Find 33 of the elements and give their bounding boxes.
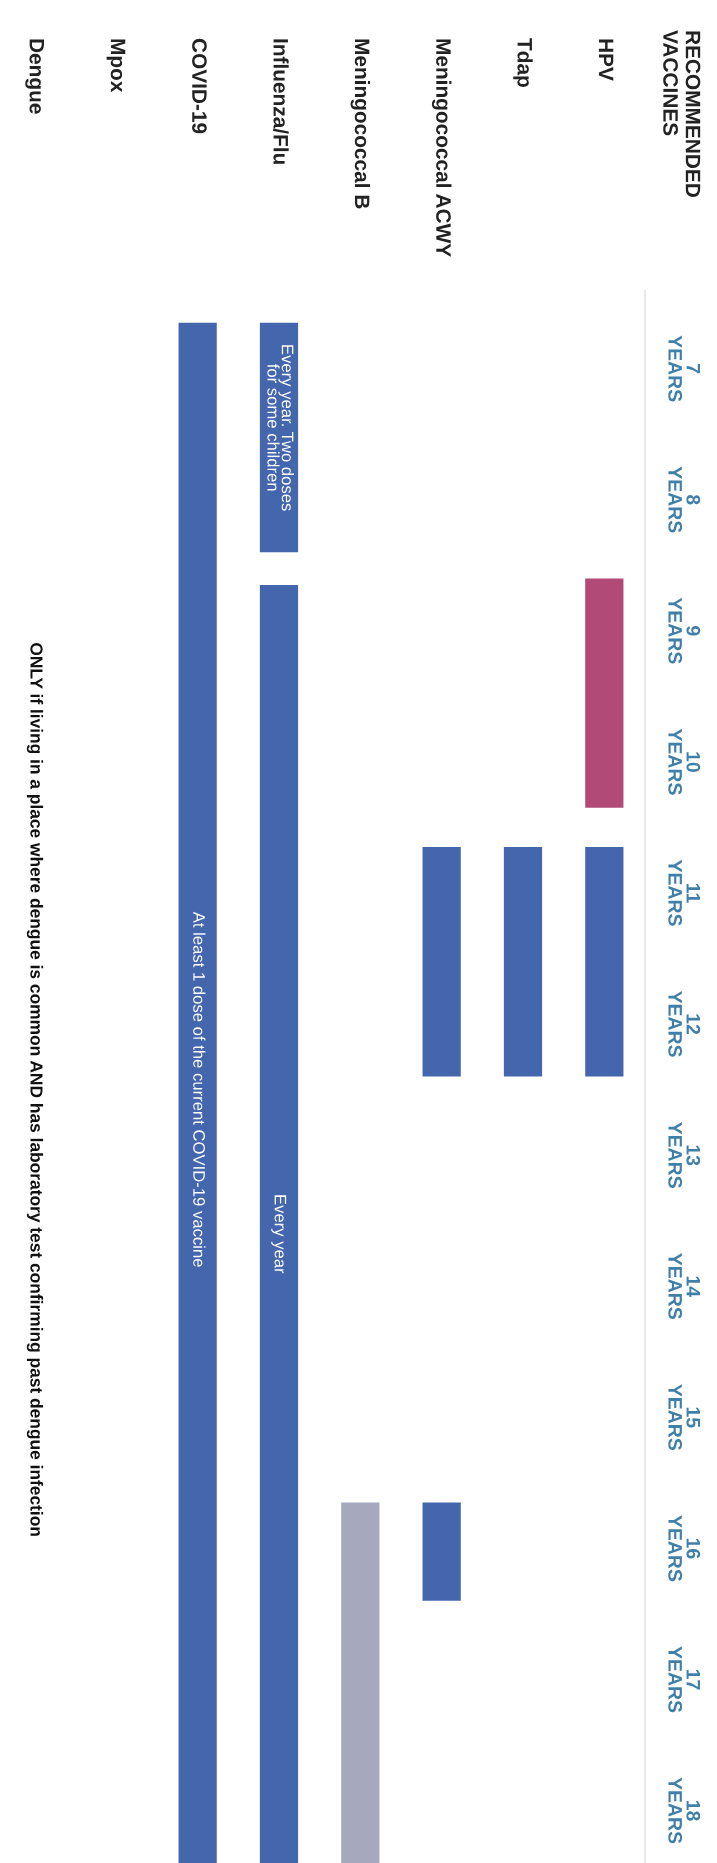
y-tick-label: 16 YEARS bbox=[668, 1515, 701, 1582]
y-tick-label: 8 YEARS bbox=[668, 466, 701, 533]
x-tick-label: Meningococcal B bbox=[350, 39, 371, 209]
chart-title: RECOMMENDED VACCINES bbox=[663, 30, 701, 197]
bar bbox=[585, 578, 624, 808]
y-tick-label: 14 YEARS bbox=[668, 1253, 700, 1319]
x-tick-label: HPV bbox=[598, 39, 614, 81]
bar bbox=[259, 584, 299, 1863]
bar bbox=[585, 847, 624, 1077]
x-tick-label: Influenza/Flu bbox=[273, 39, 289, 164]
y-tick-label: 17 YEARS bbox=[668, 1646, 700, 1713]
bar bbox=[422, 847, 461, 1077]
x-tick-label: Mpox bbox=[106, 39, 126, 93]
y-tick-label: 10 YEARS bbox=[668, 728, 701, 795]
x-tick-label: Meningococcal ACWY bbox=[431, 39, 452, 257]
y-tick-label: 18 YEARS bbox=[668, 1777, 701, 1844]
x-tick-label: Tdap bbox=[513, 38, 533, 87]
x-tick-label: COVID-19 bbox=[192, 38, 207, 134]
y-tick-label: 15 YEARS bbox=[668, 1384, 700, 1451]
annotation: Every year bbox=[271, 1195, 287, 1274]
y-tick-label: 13 YEARS bbox=[668, 1121, 701, 1188]
bar bbox=[503, 847, 543, 1077]
y-tick-label: 9 YEARS bbox=[668, 597, 701, 664]
x-tick-label: Dengue bbox=[25, 39, 45, 114]
bar bbox=[422, 1502, 461, 1601]
y-tick-label: 7 YEARS bbox=[668, 335, 700, 402]
y-tick-label: 12 YEARS bbox=[668, 990, 701, 1057]
bar bbox=[178, 322, 217, 1863]
annotation: ONLY if living in a place where dengue is common AND has laboratory test confirming past dengue infection bbox=[26, 643, 44, 1536]
y-tick-label: 11 YEARS bbox=[668, 859, 700, 926]
annotation: Every year. Two doses for some children bbox=[267, 345, 294, 511]
annotation: At least 1 dose of the current COVID-19 vaccine bbox=[193, 911, 206, 1267]
bar bbox=[341, 1502, 380, 1863]
